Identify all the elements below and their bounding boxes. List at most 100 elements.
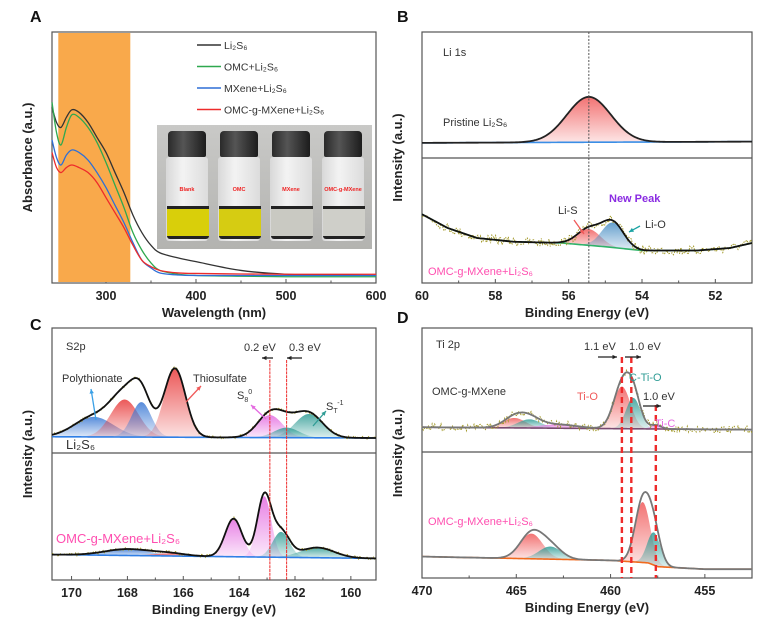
vial-label: Blank (179, 187, 195, 193)
vial-glass (218, 157, 261, 241)
envelope-line (421, 491, 752, 571)
envelope-line (51, 367, 377, 439)
shift-arrow-head (636, 354, 641, 360)
legend-label: MXene+Li₂S₆ (224, 83, 287, 95)
polythionate-arrow-head (89, 389, 94, 394)
vial-cap (324, 131, 362, 157)
x-tick-label: 52 (708, 289, 722, 303)
x-tick-label: 600 (366, 289, 387, 303)
x-tick-label: 58 (488, 289, 502, 303)
vial: OMC (217, 131, 261, 243)
ti-o-label: Ti-O (577, 391, 598, 403)
y-axis-label: Absorbance (a.u.) (20, 103, 35, 213)
new-peak-label: New Peak (609, 193, 661, 205)
sample-label: Pristine Li₂S₆ (443, 117, 507, 129)
vial-cap (168, 131, 206, 157)
x-tick-label: 160 (340, 586, 361, 600)
vial-liquid (271, 206, 313, 239)
sample-label: OMC-g-MXene+Li₂S₆ (56, 531, 180, 546)
vial: OMC-g-MXene (321, 131, 365, 243)
series-line-0 (51, 107, 377, 277)
legend-label: OMC+Li₂S₆ (224, 62, 278, 74)
panel-label-A: A (30, 9, 42, 26)
shift-arrow-head (612, 354, 617, 360)
vial-glass (322, 157, 365, 241)
panel-label-C: C (30, 317, 42, 334)
vial-cap (272, 131, 310, 157)
li-s-arrow-head (579, 229, 584, 234)
raw-data (421, 368, 753, 434)
core-level-label: Ti 2p (436, 339, 460, 351)
li-s-label: Li-S (558, 205, 578, 217)
sample-label: OMC-g-MXene (432, 386, 506, 398)
fitted-peak-1-2 (207, 518, 259, 558)
polythionate-arrow (90, 388, 97, 421)
fitted-peak-1-4 (256, 531, 307, 558)
y-axis-label: Intensity (a.u.) (390, 113, 405, 201)
legend-label: Li₂S₆ (224, 40, 248, 52)
s8-label: S80 (237, 389, 252, 404)
fitted-peak-0-6 (267, 413, 352, 438)
vial-label: OMC-g-MXene (324, 187, 362, 193)
plot-frame (421, 327, 753, 579)
x-axis-label: Wavelength (nm) (162, 305, 266, 320)
series-line-2 (51, 139, 376, 277)
fitted-peak-0-3 (140, 368, 211, 438)
ti-c-label: Ti-C (655, 418, 675, 430)
plot-frame (51, 31, 377, 284)
c-ti-o-label: C-Ti-O (629, 372, 662, 384)
envelope-line (421, 213, 753, 252)
x-tick-label: 56 (562, 289, 576, 303)
li-o-arrow-head (629, 227, 634, 232)
sample-label: OMC-g-MXene+Li₂S₆ (428, 516, 533, 528)
thiosulfate-label: Thiosulfate (193, 373, 247, 385)
vial: Blank (165, 131, 209, 243)
highlight-band (58, 33, 131, 282)
envelope-line (51, 491, 377, 560)
y-axis-label: Intensity (a.u.) (20, 410, 35, 498)
panel-label-D: D (397, 310, 409, 327)
vial-cap (220, 131, 258, 157)
vial-glass (270, 157, 313, 241)
sample-label: Li₂S₆ (66, 437, 95, 452)
x-tick-label: 460 (600, 584, 621, 598)
core-level-label: S2p (66, 341, 86, 353)
shift-arrow-head (287, 355, 292, 361)
legend-label: OMC-g-MXene+Li₂S₆ (224, 105, 324, 117)
x-tick-label: 300 (96, 289, 117, 303)
st-label: ST-1 (326, 400, 344, 415)
vial-liquid (219, 206, 261, 239)
shift-label: 1.1 eV (584, 341, 616, 353)
x-tick-label: 162 (285, 586, 306, 600)
x-tick-label: 166 (173, 586, 194, 600)
vial-liquid (167, 206, 209, 239)
y-axis-label: Intensity (a.u.) (390, 409, 405, 497)
envelope-line (421, 95, 753, 144)
x-tick-label: 400 (186, 289, 207, 303)
fitted-peak-1-1 (579, 222, 646, 251)
s8-arrow-head (251, 405, 256, 410)
shift-arrow-head (262, 355, 267, 361)
vial-glass (166, 157, 209, 241)
panel-label-B: B (397, 9, 409, 26)
polythionate-label: Polythionate (62, 373, 123, 385)
plot-frame (51, 327, 377, 581)
x-tick-label: 168 (117, 586, 138, 600)
x-axis-label: Binding Energy (eV) (525, 305, 649, 320)
vial-liquid (323, 206, 365, 239)
x-tick-label: 60 (415, 289, 429, 303)
fitted-peak-1-3 (633, 532, 674, 568)
x-tick-label: 164 (229, 586, 250, 600)
li-o-label: Li-O (645, 219, 666, 231)
core-level-label: Li 1s (443, 47, 467, 59)
st-arrow-head (321, 411, 326, 416)
x-tick-label: 54 (635, 289, 649, 303)
fitted-peak-1-1 (519, 546, 581, 560)
shift-label: 1.0 eV (643, 391, 675, 403)
vial: MXene (269, 131, 313, 243)
thiosulfate-arrow-head (196, 386, 201, 391)
shift-label: 1.0 eV (629, 341, 661, 353)
x-tick-label: 170 (61, 586, 82, 600)
x-tick-label: 470 (412, 584, 433, 598)
